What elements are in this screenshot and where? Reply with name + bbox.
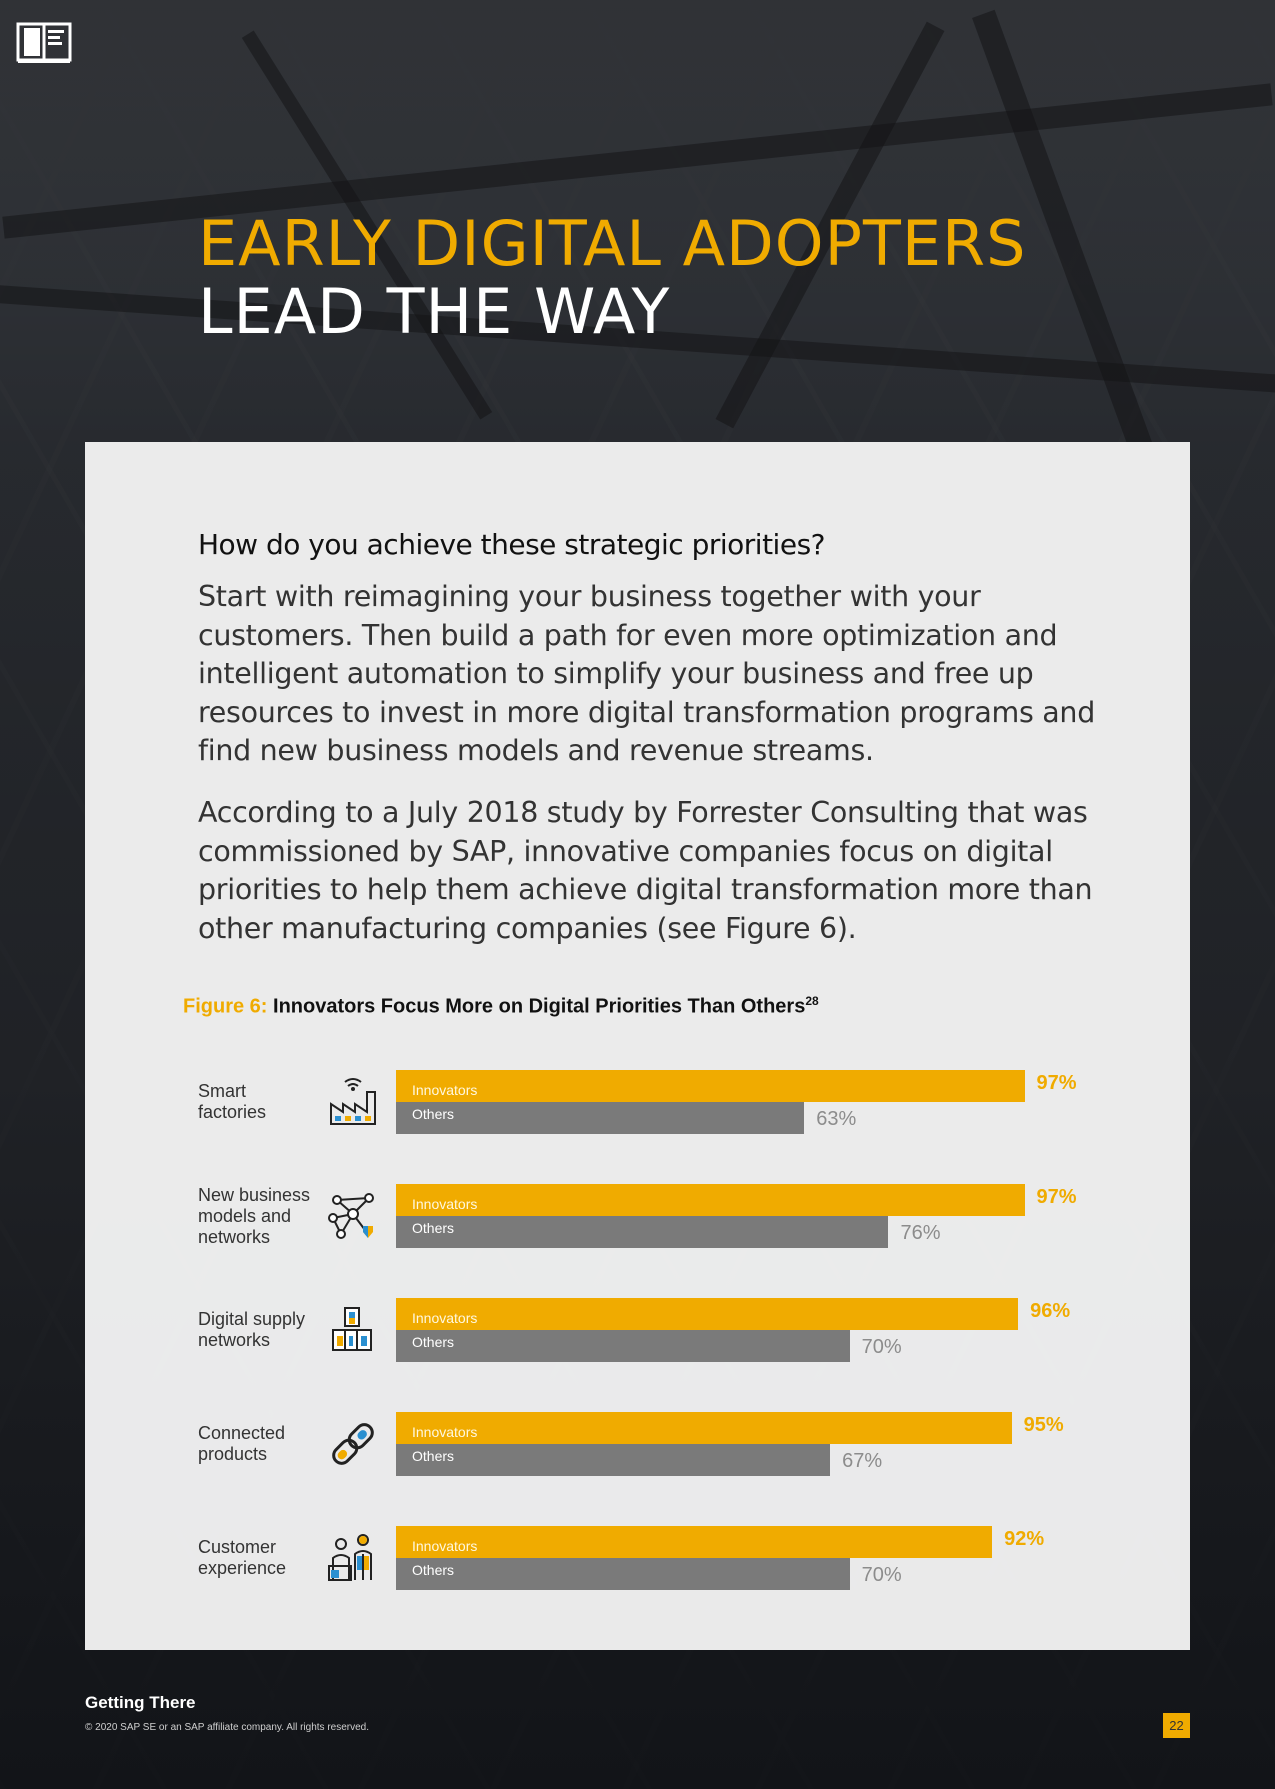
study-paragraph: According to a July 2018 study by Forres… — [198, 796, 1093, 945]
book-icon[interactable] — [16, 22, 72, 64]
data-label: 96% — [1030, 1300, 1071, 1322]
factory-icon — [325, 1074, 381, 1130]
series-name-label: Others — [412, 1334, 455, 1350]
data-label: 70% — [861, 1336, 902, 1358]
data-label: 92% — [1004, 1528, 1045, 1550]
data-label: 76% — [900, 1222, 941, 1244]
series-name-label: Others — [412, 1220, 455, 1236]
data-label: 97% — [1036, 1186, 1077, 1208]
others-bar: Others — [396, 1216, 889, 1248]
innovators-bar: Innovators — [396, 1184, 1025, 1216]
figure-title: Innovators Focus More on Digital Priorit… — [273, 995, 806, 1018]
others-bar: Others — [396, 1444, 831, 1476]
series-name-label: Others — [412, 1448, 455, 1464]
figure-label: Figure 6: — [183, 995, 268, 1018]
data-label: 67% — [842, 1450, 883, 1472]
category-label: Customer experience — [198, 1537, 287, 1578]
copyright-notice: © 2020 SAP SE or an SAP affiliate compan… — [85, 1722, 370, 1733]
network-icon — [325, 1188, 381, 1244]
data-label: 95% — [1023, 1414, 1064, 1436]
category-label: Digital supply networks — [198, 1309, 306, 1350]
others-bar: Others — [396, 1558, 850, 1590]
section-question: How do you achieve these strategic prior… — [198, 528, 826, 561]
category-label: New business models and networks — [198, 1184, 311, 1247]
data-label: 97% — [1036, 1072, 1077, 1094]
innovators-bar: Innovators — [396, 1070, 1025, 1102]
innovators-bar: Innovators — [396, 1526, 993, 1558]
title-line-2: LEAD THE WAY — [198, 275, 671, 348]
page-title: EARLY DIGITAL ADOPTERS LEAD THE WAY — [198, 210, 1026, 346]
innovators-bar: Innovators — [396, 1298, 1019, 1330]
series-name-label: Innovators — [412, 1082, 478, 1098]
figure-footnote: 28 — [805, 994, 819, 1008]
series-name-label: Innovators — [412, 1538, 478, 1554]
others-bar: Others — [396, 1330, 850, 1362]
others-bar: Others — [396, 1102, 805, 1134]
series-name-label: Innovators — [412, 1424, 478, 1440]
intro-paragraph: Start with reimagining your business tog… — [198, 580, 1095, 767]
series-name-label: Innovators — [412, 1196, 478, 1212]
figure-caption: Figure 6: Innovators Focus More on Digit… — [183, 994, 819, 1019]
chain-link-icon — [325, 1416, 381, 1472]
supply-blocks-icon — [325, 1302, 381, 1358]
page-number: 22 — [1163, 1713, 1190, 1738]
people-icon — [325, 1530, 381, 1586]
category-label: Smart factories — [198, 1081, 267, 1122]
series-name-label: Others — [412, 1106, 455, 1122]
bar-chart: Smart factories Innovators 97% Others 63% New… — [85, 442, 1190, 1650]
title-line-1: EARLY DIGITAL ADOPTERS — [198, 207, 1027, 280]
series-name-label: Innovators — [412, 1310, 478, 1326]
content-card: How do you achieve these strategic prior… — [85, 442, 1190, 1650]
data-label: 70% — [861, 1564, 902, 1586]
innovators-bar: Innovators — [396, 1412, 1012, 1444]
category-label: Connected products — [198, 1423, 286, 1464]
footer-section-title: Getting There — [85, 1693, 196, 1712]
series-name-label: Others — [412, 1562, 455, 1578]
data-label: 63% — [816, 1108, 857, 1130]
